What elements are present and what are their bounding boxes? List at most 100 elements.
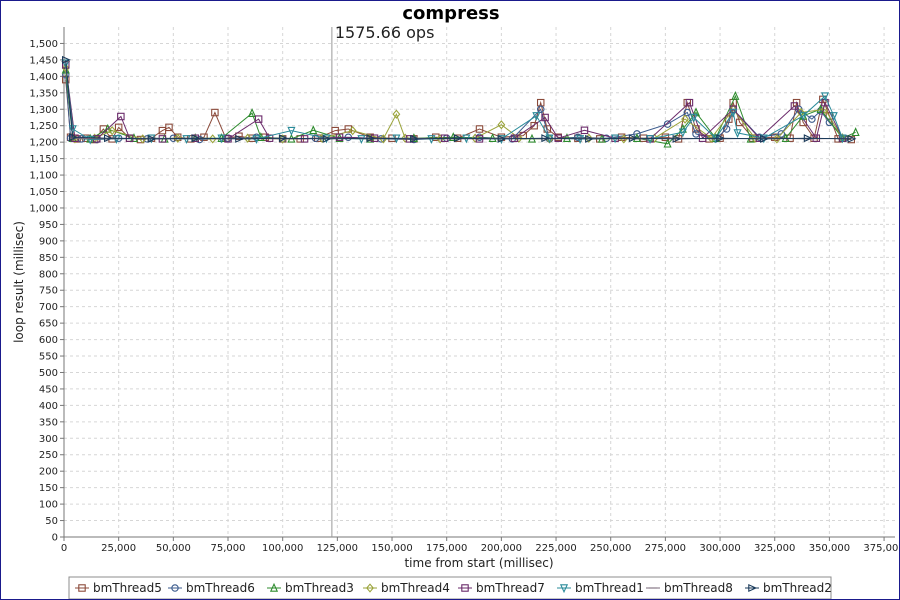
x-tick-label: 225,000 (535, 543, 576, 554)
data-point-bmThread7 (685, 98, 694, 107)
data-point-bmThread7 (790, 102, 799, 110)
data-point-bmThread6 (722, 125, 731, 133)
legend-label-bmThread4: bmThread4 (381, 581, 450, 595)
data-point-bmThread1 (829, 112, 838, 121)
data-point-bmThread2 (366, 134, 376, 143)
series-line-bmThread2 (65, 59, 852, 140)
data-point-bmThread6 (574, 133, 582, 141)
data-point-bmThread1 (646, 135, 655, 144)
data-point-bmThread1 (427, 135, 436, 144)
data-point-bmThread5 (165, 123, 173, 132)
data-point-bmThread2 (191, 134, 201, 143)
y-tick-label: 1,150 (29, 154, 58, 165)
data-point-bmThread2 (61, 55, 71, 64)
data-point-bmThread4 (173, 133, 182, 143)
data-point-bmThread2 (322, 134, 332, 143)
legend-swatch-marker-bmThread1 (559, 584, 569, 594)
data-point-bmThread2 (628, 134, 638, 143)
data-point-bmThread1 (729, 108, 738, 118)
data-point-bmThread1 (86, 135, 95, 145)
y-tick-label: 300 (39, 434, 58, 445)
y-tick-label: 500 (39, 368, 58, 379)
data-point-bmThread2 (410, 134, 420, 143)
legend-label-bmThread6: bmThread6 (186, 581, 255, 595)
x-axis-label: time from start (millisec) (404, 556, 553, 570)
data-point-bmThread2 (760, 134, 769, 143)
data-point-bmThread4 (108, 125, 117, 136)
y-tick-label: 950 (39, 220, 58, 231)
x-tick-label: 250,000 (590, 543, 631, 554)
y-tick-label: 350 (39, 417, 58, 428)
plot-area (64, 27, 895, 537)
data-point-bmThread2 (235, 134, 245, 143)
data-point-bmThread6 (683, 108, 691, 117)
data-point-bmThread2 (585, 134, 594, 143)
data-point-bmThread3 (309, 125, 318, 135)
data-point-bmThread2 (68, 133, 78, 142)
data-point-bmThread1 (287, 126, 296, 136)
y-tick-label: 1,100 (29, 171, 58, 182)
data-point-bmThread1 (532, 112, 541, 121)
data-point-bmThread5 (331, 126, 339, 135)
legend-label-bmThread8: bmThread8 (664, 581, 733, 595)
data-point-bmThread5 (530, 121, 538, 130)
x-tick-label: 325,000 (754, 543, 795, 554)
data-point-bmThread5 (661, 133, 670, 141)
data-point-bmThread6 (633, 130, 641, 138)
y-tick-label: 1,350 (29, 88, 58, 99)
y-tick-label: 50 (45, 516, 58, 527)
data-point-bmThread5 (200, 133, 208, 141)
legend-label-bmThread2: bmThread2 (763, 581, 832, 595)
legend: bmThread5 bmThread6 bmThread3 bmThread4 bmTh… (68, 576, 832, 599)
y-tick-label: 100 (39, 500, 58, 511)
data-point-bmThread4 (379, 134, 388, 144)
y-tick-label: 1,050 (29, 187, 58, 198)
series-group (61, 55, 860, 148)
y-tick-label: 850 (39, 253, 58, 264)
legend-label-bmThread3: bmThread3 (285, 581, 354, 595)
y-tick-label: 1,200 (29, 138, 58, 149)
data-point-bmThread4 (243, 133, 252, 143)
annotation-label: 1575.66 ops (335, 23, 435, 42)
legend-label-bmThread7: bmThread7 (476, 581, 545, 595)
data-point-bmThread1 (733, 129, 742, 139)
data-point-bmThread4 (392, 109, 401, 119)
x-tick-label: 100,000 (262, 543, 303, 554)
data-point-bmThread2 (103, 134, 113, 143)
chart-title: compress (402, 3, 499, 24)
data-point-bmThread7 (117, 112, 125, 121)
data-point-bmThread4 (436, 134, 445, 144)
data-point-bmThread4 (584, 133, 593, 143)
y-tick-label: 200 (39, 467, 58, 478)
y-tick-label: 1,000 (29, 203, 58, 214)
data-point-bmThread7 (580, 126, 589, 135)
data-point-bmThread1 (68, 125, 77, 135)
legend-label-bmThread1: bmThread1 (575, 581, 644, 595)
x-tick-label: 275,000 (645, 543, 686, 554)
data-point-bmThread1 (252, 135, 261, 144)
y-tick-label: 650 (39, 319, 58, 330)
legend-swatch-marker-bmThread5 (78, 584, 86, 592)
legend-box (68, 576, 832, 599)
y-tick-label: 550 (39, 352, 58, 363)
data-point-bmThread3 (851, 127, 860, 137)
y-tick-label: 0 (52, 533, 58, 544)
y-tick-label: 1,400 (29, 72, 58, 83)
data-point-bmThread2 (541, 134, 551, 143)
data-point-bmThread4 (138, 134, 147, 144)
legend-label-bmThread5: bmThread5 (93, 581, 162, 595)
data-point-bmThread4 (348, 125, 357, 136)
data-point-bmThread2 (453, 134, 463, 143)
y-tick-label: 1,500 (29, 39, 58, 50)
data-point-bmThread5 (114, 123, 123, 132)
y-tick-label: 700 (39, 302, 58, 313)
data-point-bmThread3 (781, 133, 790, 142)
data-point-bmThread6 (536, 105, 545, 114)
y-tick-label: 800 (39, 269, 58, 280)
series-bmThread2 (61, 55, 857, 143)
data-point-bmThread4 (471, 133, 480, 143)
data-point-bmThread2 (716, 134, 726, 143)
data-point-bmThread1 (689, 113, 698, 123)
legend-swatch-marker-bmThread2 (748, 583, 758, 593)
data-point-bmThread6 (808, 115, 816, 123)
